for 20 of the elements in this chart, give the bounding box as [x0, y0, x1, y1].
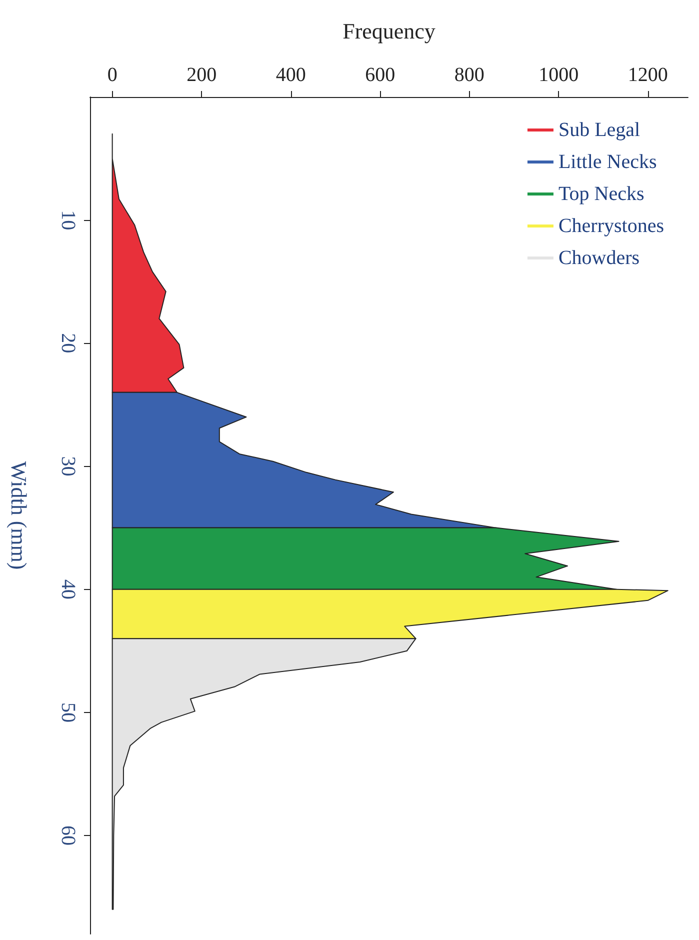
x-tick-label: 400	[276, 64, 306, 86]
y-axis-title: Width (mm)	[6, 461, 32, 570]
y-tick-label: 20	[57, 333, 79, 354]
y-tick-label: 50	[57, 702, 79, 722]
x-axis-title: Frequency	[342, 18, 436, 44]
x-tick-label: 1200	[628, 64, 668, 86]
legend-label: Little Necks	[558, 151, 657, 173]
legend-label: Top Necks	[558, 183, 644, 205]
legend-label: Chowders	[558, 247, 640, 269]
x-tick-label: 800	[454, 64, 484, 86]
x-tick-label: 1000	[538, 64, 579, 86]
y-tick-label: 10	[57, 210, 79, 230]
y-tick-label: 40	[57, 579, 79, 600]
legend-label: Cherrystones	[558, 215, 664, 237]
y-tick-label: 30	[57, 456, 79, 476]
x-tick-label: 0	[107, 64, 118, 86]
x-tick-label: 600	[365, 64, 396, 86]
y-tick-label: 60	[57, 826, 79, 846]
x-tick-label: 200	[186, 64, 217, 86]
legend-label: Sub Legal	[558, 119, 641, 141]
